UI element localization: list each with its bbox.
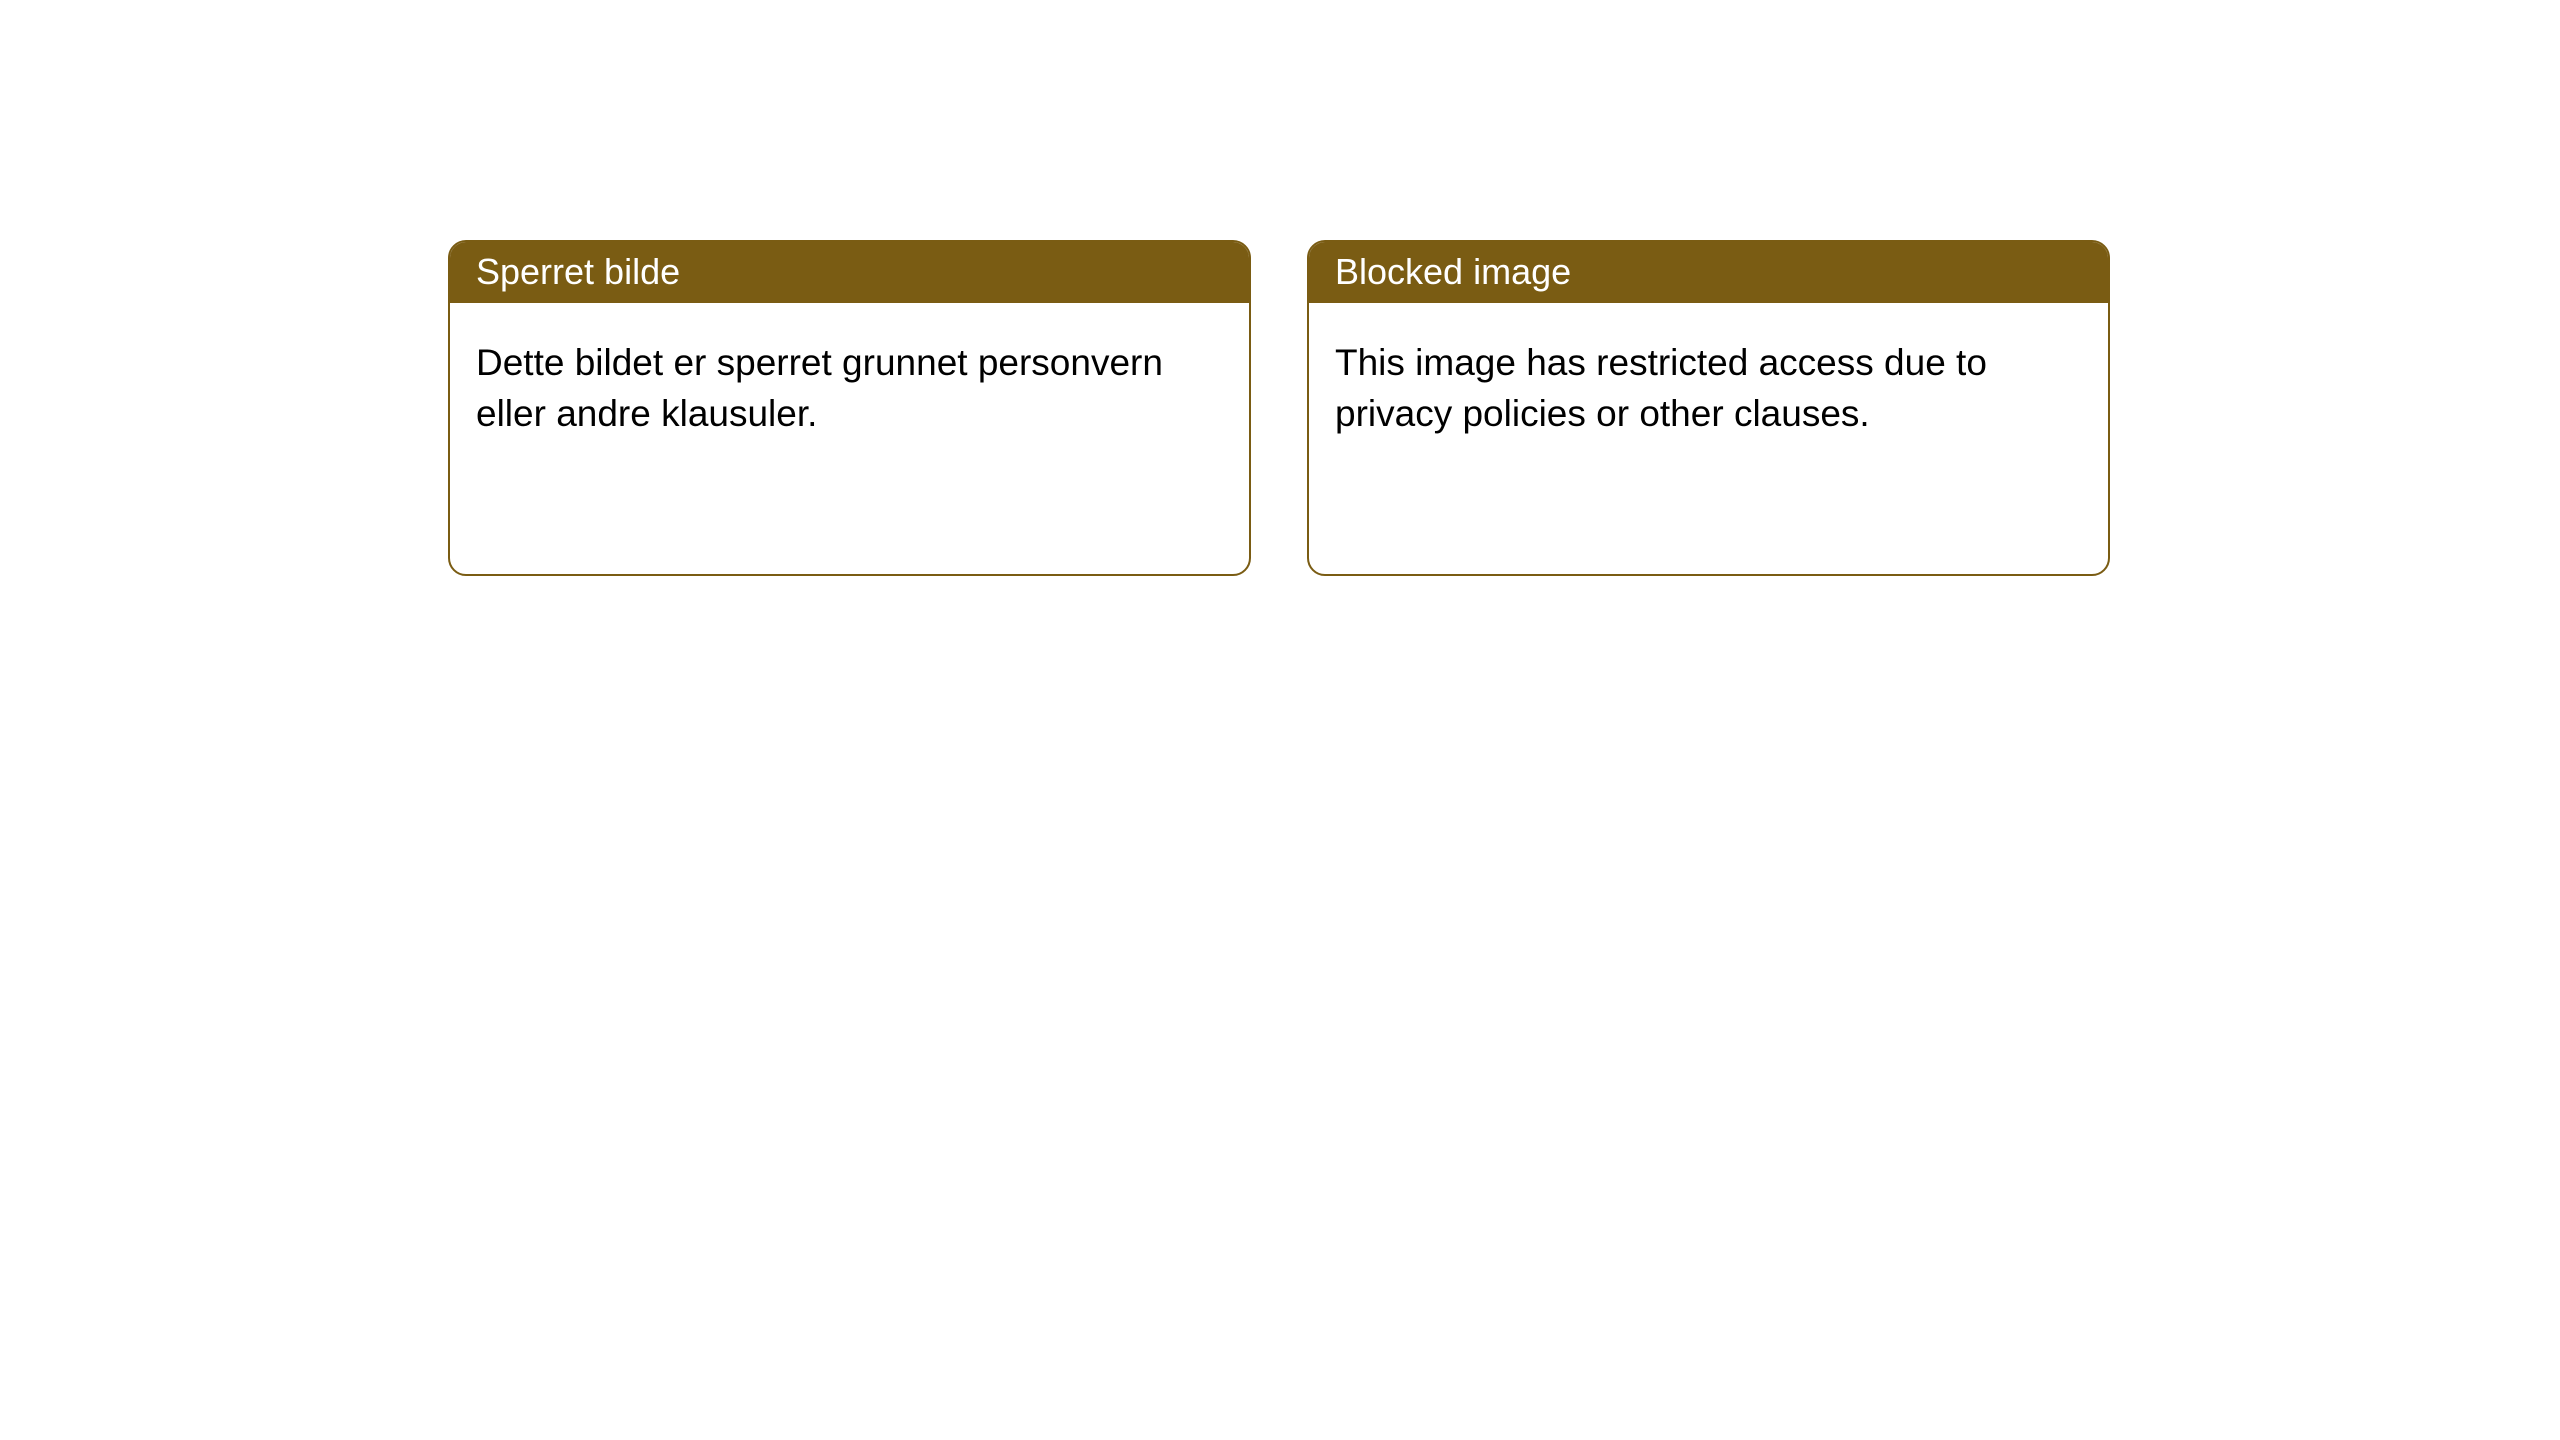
- notice-card-body: Dette bildet er sperret grunnet personve…: [450, 303, 1249, 473]
- notice-card-body: This image has restricted access due to …: [1309, 303, 2108, 473]
- notice-container: Sperret bilde Dette bildet er sperret gr…: [0, 0, 2560, 576]
- notice-card-header: Sperret bilde: [450, 242, 1249, 303]
- notice-card-header: Blocked image: [1309, 242, 2108, 303]
- notice-card-english: Blocked image This image has restricted …: [1307, 240, 2110, 576]
- notice-card-norwegian: Sperret bilde Dette bildet er sperret gr…: [448, 240, 1251, 576]
